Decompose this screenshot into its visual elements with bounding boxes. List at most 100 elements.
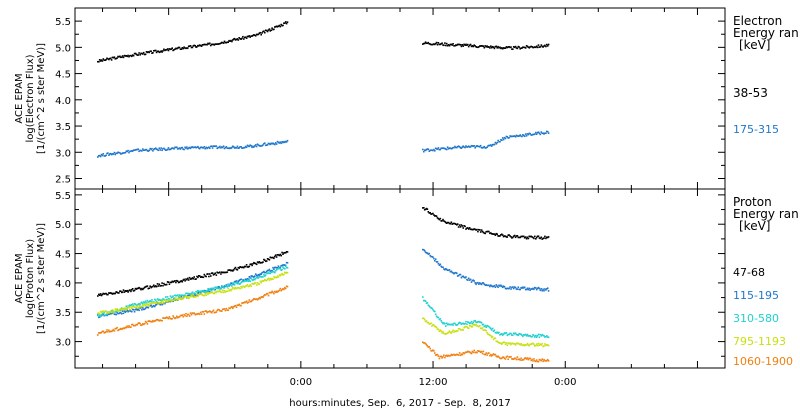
data-point [431, 213, 433, 215]
data-point [144, 304, 147, 307]
data-point [109, 310, 112, 313]
data-point [436, 353, 439, 356]
data-point [210, 275, 212, 277]
data-point [117, 292, 119, 294]
data-point [135, 148, 138, 151]
data-point [490, 45, 492, 47]
data-point [442, 322, 444, 325]
data-point [545, 45, 547, 48]
data-point [256, 143, 259, 145]
data-point [424, 149, 427, 152]
data-point [519, 343, 521, 346]
data-point [209, 292, 211, 294]
data-point [249, 280, 251, 283]
data-point [244, 145, 247, 148]
data-point [234, 281, 237, 284]
data-point [176, 146, 178, 148]
data-point [157, 149, 160, 152]
data-point [116, 308, 118, 310]
data-point [198, 313, 201, 316]
data-point [173, 298, 175, 300]
data-point [268, 279, 271, 281]
data-point [444, 220, 446, 223]
data-point [144, 307, 147, 309]
data-point [158, 147, 161, 149]
data-point [437, 262, 440, 265]
data-point [199, 311, 202, 314]
data-point [255, 284, 258, 286]
data-point [193, 44, 195, 47]
data-point [159, 149, 162, 151]
data-point [215, 43, 218, 45]
data-point [185, 278, 187, 280]
data-point [119, 309, 121, 312]
data-point [217, 286, 219, 288]
data-point [427, 211, 430, 213]
data-point [529, 46, 531, 48]
data-point [221, 289, 224, 292]
data-point [154, 285, 157, 287]
data-point [282, 253, 284, 255]
data-point [512, 46, 515, 48]
data-point [503, 357, 506, 360]
data-point [439, 217, 442, 220]
data-point [473, 228, 475, 230]
data-point [133, 306, 136, 308]
data-point [152, 301, 154, 304]
data-point [249, 144, 251, 146]
data-point [230, 269, 232, 272]
data-point [266, 272, 269, 275]
data-point [523, 134, 525, 137]
data-point [115, 313, 117, 316]
data-point [191, 277, 194, 279]
data-point [194, 292, 196, 295]
data-point [545, 335, 547, 338]
data-point [232, 270, 234, 272]
data-point [438, 148, 441, 151]
data-point [474, 147, 476, 149]
data-point [260, 296, 262, 298]
data-point [212, 145, 215, 147]
data-point [531, 236, 533, 238]
data-point [243, 279, 245, 281]
data-point [493, 337, 496, 339]
data-point [236, 38, 239, 40]
data-point [274, 26, 276, 28]
data-point [205, 43, 207, 46]
data-point [182, 47, 184, 50]
data-point [474, 228, 476, 231]
data-point [471, 228, 474, 231]
data-point [224, 41, 227, 44]
data-point [160, 299, 162, 301]
data-point [167, 317, 170, 320]
y-tick-label: 5.0 [55, 220, 71, 231]
data-point [225, 41, 228, 44]
data-point [539, 359, 542, 361]
data-point [117, 329, 119, 332]
data-point [283, 22, 285, 24]
data-point [180, 280, 183, 282]
data-point [172, 299, 174, 301]
data-point [218, 287, 220, 290]
data-point [212, 292, 215, 295]
data-point [273, 257, 275, 260]
data-point [218, 290, 220, 293]
data-point [274, 143, 276, 146]
data-point [131, 323, 133, 326]
data-point [274, 270, 277, 272]
data-point [281, 268, 283, 271]
data-point [166, 296, 169, 298]
data-point [223, 271, 226, 274]
data-point [543, 237, 545, 239]
data-point [525, 335, 528, 337]
data-point [510, 343, 512, 346]
data-point [111, 293, 114, 295]
data-point [253, 276, 255, 278]
data-point [215, 145, 218, 147]
data-point [187, 47, 189, 49]
data-point [127, 306, 129, 308]
data-point [231, 40, 233, 43]
data-point [546, 130, 548, 133]
data-point [163, 317, 165, 319]
data-point [176, 47, 178, 50]
